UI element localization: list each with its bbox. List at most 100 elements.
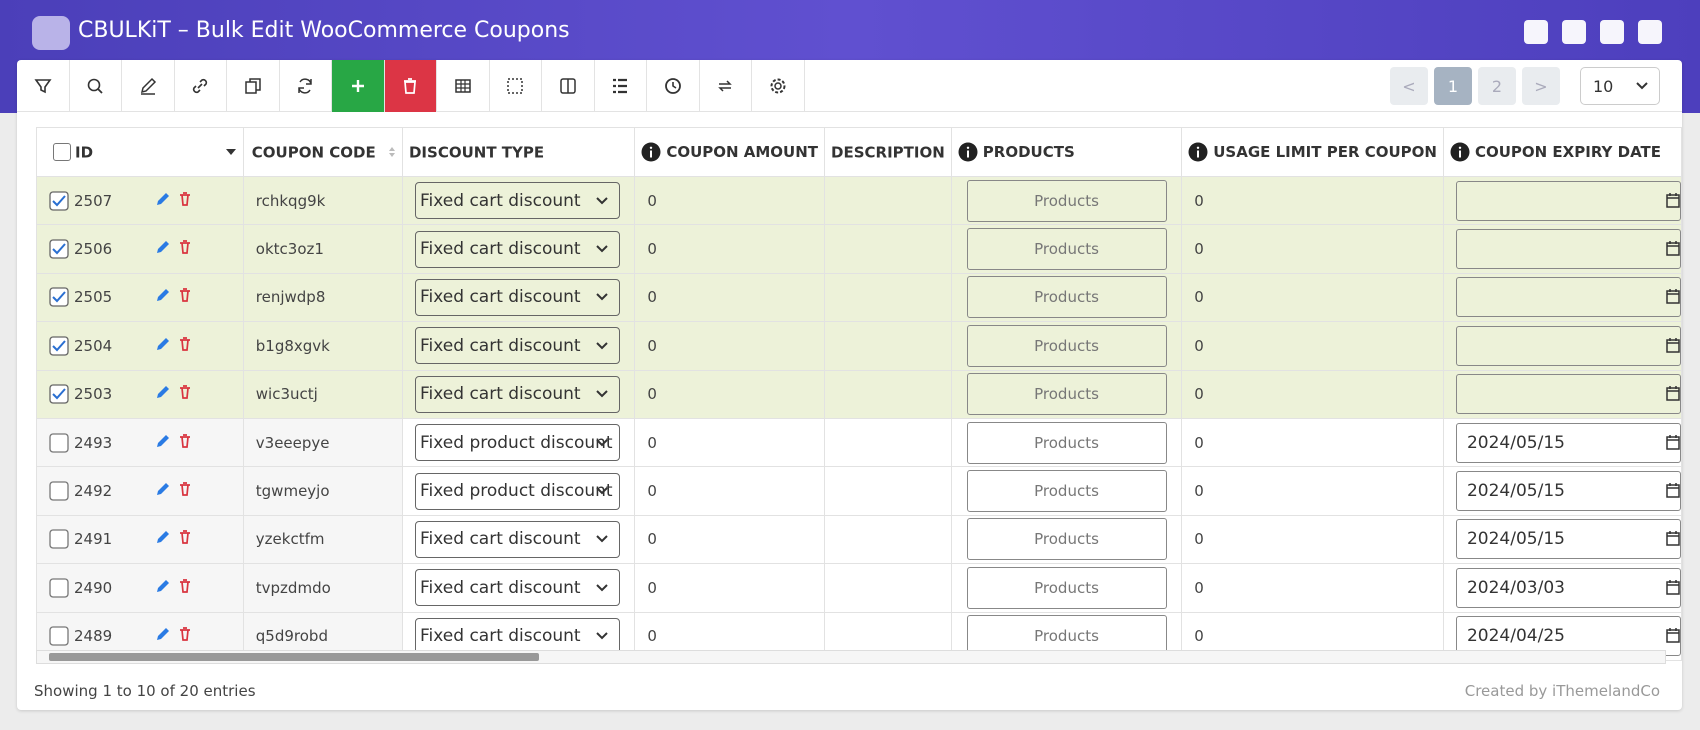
scrollbar[interactable] xyxy=(36,650,1666,664)
discount-select[interactable]: Fixed product discount xyxy=(414,424,620,462)
prev-page[interactable]: < xyxy=(1390,67,1428,105)
products-button[interactable]: Products xyxy=(966,373,1167,416)
description[interactable] xyxy=(824,369,952,419)
tool-button[interactable] xyxy=(595,60,647,112)
products-button[interactable]: Products xyxy=(966,324,1167,367)
column-header[interactable]: DESCRIPTION xyxy=(824,127,952,177)
date-input[interactable]: 2024/03/03 xyxy=(1455,567,1681,608)
tool-button[interactable] xyxy=(437,60,490,112)
panel: <1 2 >10 ID COUPON CODE DISCOUNT TYPE COUPON … xyxy=(17,60,1683,710)
description[interactable] xyxy=(824,175,952,226)
tool-button[interactable] xyxy=(17,60,70,112)
products-button[interactable]: Products xyxy=(966,470,1167,513)
date-input[interactable]: 2024/05/15 xyxy=(1455,471,1681,512)
description[interactable] xyxy=(824,417,952,468)
discount-select[interactable]: Fixed product discount xyxy=(414,472,620,510)
row-actions[interactable] xyxy=(155,287,193,307)
row-actions[interactable] xyxy=(155,191,193,211)
coupon-code: oktc3oz1 xyxy=(242,224,403,274)
discount-select[interactable]: Fixed cart discount xyxy=(414,278,620,316)
tool-button[interactable] xyxy=(70,60,122,112)
column-header[interactable]: USAGE LIMIT PER COUPON xyxy=(1181,127,1444,177)
icon[interactable] xyxy=(1638,20,1662,44)
row-checkbox[interactable] xyxy=(49,529,69,550)
row-checkbox[interactable] xyxy=(49,432,69,453)
tool-button[interactable] xyxy=(175,60,227,112)
icon[interactable] xyxy=(1600,20,1624,44)
row-checkbox[interactable] xyxy=(49,287,69,308)
description[interactable] xyxy=(824,563,952,613)
date-input[interactable] xyxy=(1455,325,1681,366)
description[interactable] xyxy=(824,272,952,323)
tool-button[interactable] xyxy=(227,60,280,112)
description[interactable] xyxy=(824,321,952,371)
products-button[interactable]: Products xyxy=(966,179,1167,222)
date-input[interactable]: 2024/05/15 xyxy=(1455,519,1681,560)
tool-button[interactable] xyxy=(542,60,595,112)
row-actions[interactable] xyxy=(155,239,193,259)
products-button[interactable]: Products xyxy=(966,228,1167,271)
tool-button[interactable] xyxy=(647,60,700,112)
coupon-id: 2507 xyxy=(74,191,113,210)
row-actions[interactable] xyxy=(155,529,193,549)
row-actions[interactable] xyxy=(155,433,193,453)
row-actions[interactable] xyxy=(155,481,193,501)
discount-select[interactable]: Fixed cart discount xyxy=(414,327,620,365)
tool-button[interactable] xyxy=(332,60,385,112)
next-page[interactable]: > xyxy=(1522,67,1560,105)
products-button[interactable]: Products xyxy=(966,518,1167,561)
date-input[interactable] xyxy=(1455,374,1681,415)
column-header[interactable]: ID xyxy=(36,127,244,177)
row-actions[interactable] xyxy=(155,384,193,404)
coupon-row: 2506 oktc3oz1 Fixed cart discount 0 Products… xyxy=(36,224,1683,274)
column-header[interactable]: COUPON CODE xyxy=(242,127,403,177)
per-page-select[interactable]: 10 xyxy=(1580,67,1660,105)
description[interactable] xyxy=(824,514,952,565)
coupon-code: b1g8xgvk xyxy=(242,321,403,371)
date-input[interactable] xyxy=(1455,229,1681,270)
row-actions[interactable] xyxy=(155,626,193,646)
row-checkbox[interactable] xyxy=(49,578,69,598)
column-header[interactable]: COUPON AMOUNT xyxy=(634,127,826,177)
discount-select[interactable]: Fixed cart discount xyxy=(414,230,620,268)
row-actions[interactable] xyxy=(155,336,193,356)
row-actions[interactable] xyxy=(155,578,193,598)
products-button[interactable]: Products xyxy=(966,276,1167,319)
row-checkbox[interactable] xyxy=(49,336,69,356)
column-header[interactable]: COUPON EXPIRY DATE xyxy=(1442,127,1683,177)
row-checkbox[interactable] xyxy=(49,626,69,646)
date-input[interactable]: 2024/05/15 xyxy=(1455,422,1681,463)
page-button[interactable]: 1 xyxy=(1434,67,1472,105)
column-header[interactable]: DISCOUNT TYPE xyxy=(401,127,636,177)
tool-button[interactable] xyxy=(280,60,332,112)
tool-button[interactable] xyxy=(122,60,175,112)
coupon-id: 2505 xyxy=(74,288,113,307)
products-button[interactable]: Products xyxy=(966,421,1167,464)
discount-select[interactable]: Fixed cart discount xyxy=(414,375,620,413)
products-button[interactable]: Products xyxy=(966,566,1167,609)
scroll-thumb[interactable] xyxy=(49,653,539,661)
discount-select[interactable]: Fixed cart discount xyxy=(414,569,620,607)
tool-button[interactable] xyxy=(752,60,805,112)
date-input[interactable] xyxy=(1455,277,1681,318)
row-checkbox[interactable] xyxy=(49,239,69,259)
icon[interactable] xyxy=(1524,20,1548,44)
row-checkbox[interactable] xyxy=(49,191,69,211)
description[interactable] xyxy=(824,466,952,516)
tool-button[interactable] xyxy=(700,60,752,112)
discount-cell: Fixed cart discount xyxy=(401,224,636,274)
discount-cell: Fixed product discount xyxy=(401,417,636,468)
icon[interactable] xyxy=(1562,20,1586,44)
date-input[interactable] xyxy=(1455,180,1681,221)
description[interactable] xyxy=(824,224,952,274)
tool-button[interactable] xyxy=(490,60,542,112)
page-button[interactable]: 2 xyxy=(1478,67,1516,105)
row-checkbox[interactable] xyxy=(49,481,69,501)
tool-button[interactable] xyxy=(384,60,437,112)
id-cell: 2506 xyxy=(36,224,244,274)
row-checkbox[interactable] xyxy=(49,384,69,404)
discount-select[interactable]: Fixed cart discount xyxy=(414,182,620,220)
usage-limit: 0 xyxy=(1181,514,1444,565)
column-header[interactable]: PRODUCTS xyxy=(950,127,1183,177)
discount-select[interactable]: Fixed cart discount xyxy=(414,520,620,558)
